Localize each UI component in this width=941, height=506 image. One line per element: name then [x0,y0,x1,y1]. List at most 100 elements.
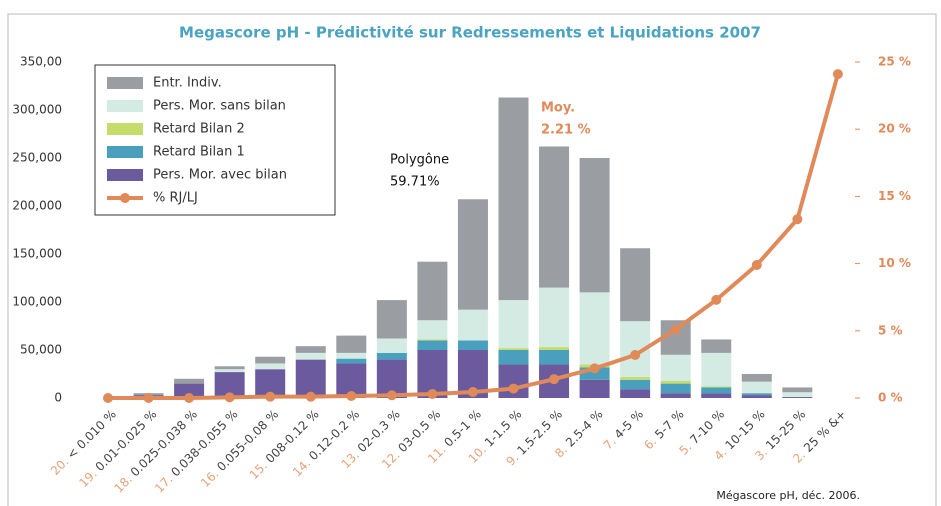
line-point [792,214,803,225]
legend-label: Retard Bilan 2 [153,122,245,137]
category-rank: 19. [76,466,99,489]
line-point [184,393,195,403]
y-tick-label: 50,000 [20,343,62,357]
bar-segment [620,379,651,390]
x-tick-label: 7. 4-5 % [600,407,645,452]
category-label: 5-7 % [652,407,687,442]
line-point [589,363,600,374]
bar-segment [741,381,772,394]
y2-tick-label: 15 % [878,189,911,203]
line-point [143,393,154,403]
line-point [346,390,357,401]
line-point [630,349,641,360]
category-rank: 18. [111,472,134,495]
y2-tick-label: 20 % [878,122,911,136]
bar-segment [417,261,448,321]
annotation: Polygône [390,153,449,168]
y-tick-label: 0 [54,391,62,405]
bar-segment [782,397,813,398]
bar-segment [660,393,691,398]
bar-segment [579,158,610,293]
bar-segment [457,309,488,341]
bar-segment [620,389,651,398]
legend-swatch [107,100,143,112]
line-point [265,391,276,402]
legend-label: Pers. Mor. avec bilan [153,168,287,183]
category-rank: 20. [48,454,71,477]
annotation: 59.71% [390,175,440,190]
bar-segment [498,350,529,365]
legend-label: Retard Bilan 1 [153,145,245,160]
source-note: Mégascore pH, déc. 2006. [716,489,860,502]
category-rank: 14. [290,456,313,479]
category-label: 7-10 % [687,407,727,447]
line-point [103,393,113,403]
bar-segment [457,340,488,350]
bar-segment [498,300,529,349]
bar-segment [376,300,407,339]
y2-tick-label: 25 % [878,55,911,69]
bar-segment [295,352,326,360]
category-label: 2.5-4 % [563,407,606,450]
line-point [386,390,397,401]
legend-label: % RJ/LJ [153,191,198,206]
bar-segment [741,374,772,382]
category-rank: 16. [198,466,221,489]
line-point [751,259,762,270]
line-point [549,374,560,385]
bar-segment [701,387,732,394]
bar-segment [295,359,326,398]
category-rank: 17. [152,472,175,495]
line-point [670,324,681,335]
y-tick-label: 350,00 [20,55,62,69]
bar-segment [255,356,286,364]
y2-tick-label: 10 % [878,256,911,270]
bar-segment [579,379,610,398]
category-rank: 10. [465,442,488,465]
bar-segment [498,97,529,301]
x-tick-label: 19. 0.01-0.025 % [76,407,159,490]
bar-segment [255,363,286,370]
bar-segment [376,352,407,360]
line-point [467,386,478,397]
bar-segment [214,369,245,373]
legend-label: Entr. Indiv. [153,76,222,91]
line-point [711,294,722,305]
line-point [427,388,438,399]
legend-swatch [107,123,143,135]
bar-segment [336,352,367,359]
y2-tick-label: 5 % [878,323,903,337]
bar-segment [539,287,570,348]
annotation: Moy. [541,101,575,116]
line-point [305,391,316,402]
category-rank: 15. [246,458,269,481]
line-point [508,383,519,394]
bar-segment [174,378,205,384]
bar-segment [741,393,772,396]
bar-segment [660,354,691,381]
chart-title: Megascore pH - Prédictivité sur Redresse… [179,24,761,42]
y-tick-label: 250,000 [12,151,62,165]
category-rank: 12. [379,448,402,471]
category-rank: 11. [425,442,448,465]
bar-segment [214,366,245,370]
bar-segment [457,199,488,310]
bar-segment [701,393,732,398]
bar-segment [782,392,813,398]
bar-segment [417,320,448,340]
legend-swatch [107,146,143,158]
bar-segment [660,383,691,394]
legend-label: Pers. Mor. sans bilan [153,99,286,114]
line-point [832,69,843,80]
y-tick-label: 100,000 [12,295,62,309]
bar-segment [539,350,570,365]
bar-segment [539,146,570,288]
bar-segment [620,248,651,322]
bar-segment [741,395,772,398]
legend-box [94,64,336,216]
bar-segment [701,352,732,387]
bar-segment [701,339,732,353]
x-tick-label: 15. 008-0.12 % [246,407,321,482]
y-tick-label: 200,000 [12,199,62,213]
legend-marker [120,193,130,203]
